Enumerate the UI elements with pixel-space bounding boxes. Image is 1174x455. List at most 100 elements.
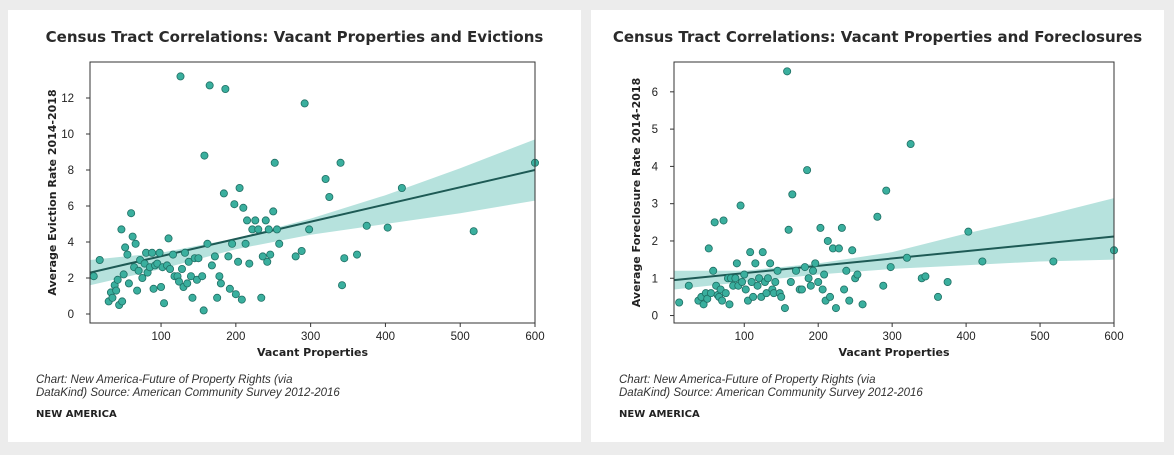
data-point [297, 246, 306, 255]
data-point [117, 225, 126, 234]
data-point [809, 266, 818, 275]
data-point [124, 279, 133, 288]
data-point [241, 239, 250, 248]
chart-title: Census Tract Correlations: Vacant Proper… [612, 28, 1143, 46]
data-point [736, 201, 745, 210]
data-point [732, 259, 741, 268]
y-axis-title: Average Foreclosure Rate 2014-2018 [630, 78, 643, 307]
data-point [128, 232, 137, 241]
data-point [771, 277, 780, 286]
data-point [746, 248, 755, 257]
data-point [731, 274, 740, 283]
data-point [1049, 257, 1058, 266]
data-point [699, 300, 708, 309]
y-tick-label: 12 [61, 93, 74, 105]
x-tick-label: 600 [1104, 331, 1123, 343]
data-point [763, 274, 772, 283]
data-point [352, 250, 361, 259]
data-point [469, 227, 478, 236]
data-point [964, 227, 973, 236]
data-point [886, 263, 895, 272]
data-point [188, 293, 197, 302]
data-point [773, 266, 782, 275]
data-point [95, 255, 104, 264]
caption-line-1: Chart: New America-Future of Property Ri… [36, 374, 293, 386]
y-tick-label: 6 [68, 201, 74, 213]
data-point [108, 293, 117, 302]
data-point [194, 254, 203, 263]
confidence-band [90, 139, 535, 286]
y-axis-title: Average Eviction Rate 2014-2018 [46, 89, 59, 295]
data-point [978, 257, 987, 266]
data-point [340, 254, 349, 263]
data-point [180, 248, 189, 257]
y-tick-label: 4 [68, 237, 75, 249]
data-point [112, 286, 121, 295]
data-point [269, 207, 278, 216]
data-point [245, 259, 254, 268]
x-tick-label: 500 [1030, 331, 1049, 343]
brand-label: NEW AMERICA [619, 409, 700, 420]
data-point [224, 252, 233, 261]
data-point [848, 246, 857, 255]
data-point [820, 270, 829, 279]
data-point [264, 225, 273, 234]
x-tick-label: 400 [957, 331, 976, 343]
data-point [230, 200, 239, 209]
data-point [225, 284, 234, 293]
data-point [816, 223, 825, 232]
y-tick-label: 4 [652, 161, 659, 173]
data-point [221, 85, 230, 94]
caption-line-2: DataKind) Source: American Community Sur… [619, 387, 923, 399]
data-point [933, 292, 942, 301]
data-point [837, 223, 846, 232]
data-point [753, 281, 762, 290]
data-point [803, 166, 812, 175]
data-point [749, 292, 758, 301]
data-point [718, 296, 727, 305]
data-point [740, 270, 749, 279]
data-point [186, 272, 195, 281]
data-point [148, 248, 157, 257]
data-point [210, 252, 219, 261]
data-point [275, 239, 284, 248]
data-point [219, 189, 228, 198]
data-point [258, 252, 267, 261]
data-point [906, 140, 915, 149]
plot-frame [89, 61, 536, 324]
data-point [719, 216, 728, 225]
data-point [213, 293, 222, 302]
data-point [205, 81, 214, 90]
x-axis-title: Vacant Properties [257, 346, 368, 359]
data-point [818, 285, 827, 294]
data-point [721, 289, 730, 298]
data-point [879, 281, 888, 290]
data-point [783, 67, 792, 76]
data-point [263, 257, 272, 266]
data-point [840, 285, 849, 294]
y-tick-label: 2 [68, 273, 74, 285]
data-point [858, 300, 867, 309]
data-point [943, 277, 952, 286]
y-tick-label: 10 [61, 129, 74, 141]
data-point [157, 282, 166, 291]
data-point [834, 244, 843, 253]
data-point [199, 306, 208, 315]
data-point [291, 252, 300, 261]
x-axis-title: Vacant Properties [838, 346, 949, 359]
data-point [198, 272, 207, 281]
data-point [738, 277, 747, 286]
data-point [123, 250, 132, 259]
data-point [149, 284, 158, 293]
data-point [183, 279, 192, 288]
data-point [177, 264, 186, 273]
x-tick-label: 600 [525, 331, 544, 343]
data-point [127, 209, 136, 218]
x-tick-label: 100 [735, 331, 754, 343]
eviction-chart-panel: Census Tract Correlations: Vacant Proper… [8, 10, 581, 442]
data-point [176, 72, 185, 81]
data-point [706, 289, 715, 298]
data-point [747, 277, 756, 286]
data-point [710, 218, 719, 227]
data-point [788, 190, 797, 199]
